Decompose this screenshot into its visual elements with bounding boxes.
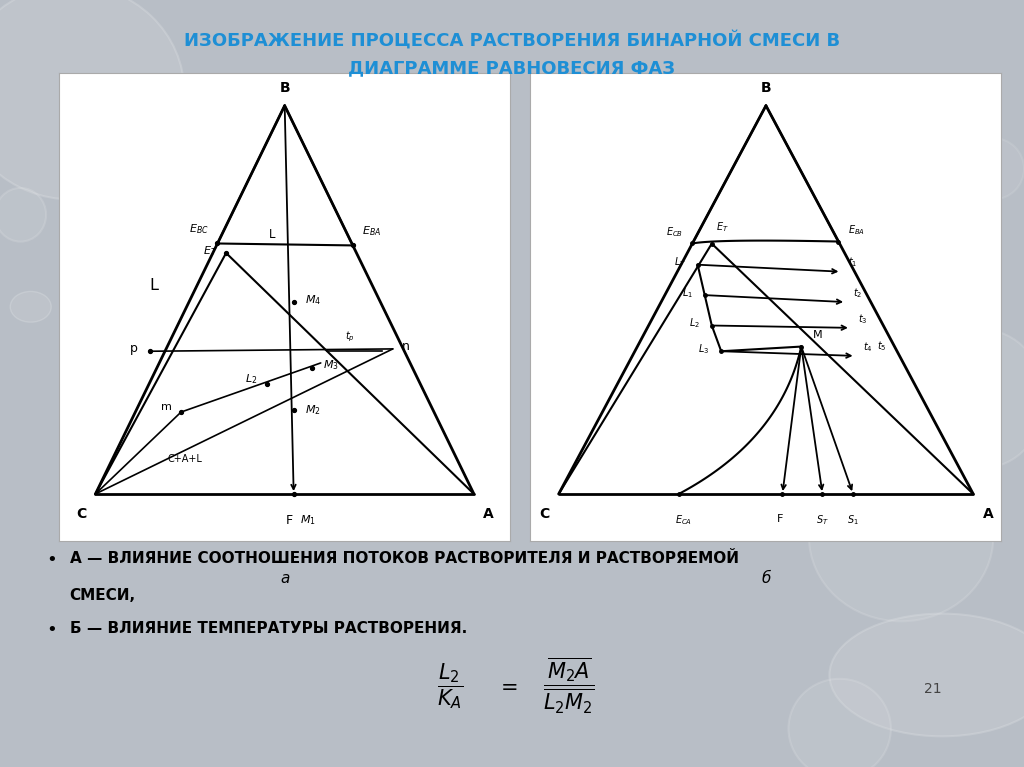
Ellipse shape bbox=[963, 138, 1024, 199]
Text: $E_T$: $E_T$ bbox=[717, 220, 729, 234]
Text: $S_T$: $S_T$ bbox=[816, 514, 828, 528]
Text: C+A+L: C+A+L bbox=[168, 454, 203, 464]
Text: L: L bbox=[150, 278, 159, 293]
Text: Б — ВЛИЯНИЕ ТЕМПЕРАТУРЫ РАСТВОРЕНИЯ.: Б — ВЛИЯНИЕ ТЕМПЕРАТУРЫ РАСТВОРЕНИЯ. bbox=[70, 621, 467, 637]
Text: $M_1$: $M_1$ bbox=[300, 514, 316, 528]
Text: p: p bbox=[130, 342, 138, 355]
Text: n: n bbox=[401, 340, 410, 353]
Text: $M_4$: $M_4$ bbox=[305, 293, 322, 307]
Text: СМЕСИ,: СМЕСИ, bbox=[70, 588, 136, 603]
Ellipse shape bbox=[133, 77, 256, 199]
Text: $t_2$: $t_2$ bbox=[853, 286, 862, 300]
Circle shape bbox=[954, 101, 991, 129]
Text: $t_5$: $t_5$ bbox=[877, 340, 886, 354]
Text: A: A bbox=[483, 507, 494, 521]
Text: $L_2$: $L_2$ bbox=[689, 316, 700, 330]
Text: B: B bbox=[280, 81, 290, 95]
Text: $L_1$: $L_1$ bbox=[682, 286, 693, 300]
Ellipse shape bbox=[0, 188, 46, 242]
Text: $S_1$: $S_1$ bbox=[847, 514, 859, 528]
Text: $t_4$: $t_4$ bbox=[862, 340, 872, 354]
Text: B: B bbox=[761, 81, 771, 95]
Text: $E_{BA}$: $E_{BA}$ bbox=[848, 223, 865, 237]
Text: C: C bbox=[76, 507, 86, 521]
Text: $E_{CA}$: $E_{CA}$ bbox=[675, 514, 692, 528]
Ellipse shape bbox=[0, 0, 184, 199]
Text: •: • bbox=[46, 621, 56, 639]
Text: $E_{BA}$: $E_{BA}$ bbox=[361, 225, 381, 239]
Text: $M_2$: $M_2$ bbox=[305, 403, 321, 416]
Text: F: F bbox=[777, 514, 783, 524]
Ellipse shape bbox=[809, 453, 993, 621]
Text: L: L bbox=[269, 228, 275, 241]
Text: ИЗОБРАЖЕНИЕ ПРОЦЕССА РАСТВОРЕНИЯ БИНАРНОЙ СМЕСИ В: ИЗОБРАЖЕНИЕ ПРОЦЕССА РАСТВОРЕНИЯ БИНАРНО… bbox=[184, 31, 840, 50]
Text: m: m bbox=[161, 403, 172, 413]
Circle shape bbox=[10, 291, 51, 322]
Text: А — ВЛИЯНИЕ СООТНОШЕНИЯ ПОТОКОВ РАСТВОРИТЕЛЯ И РАСТВОРЯЕМОЙ: А — ВЛИЯНИЕ СООТНОШЕНИЯ ПОТОКОВ РАСТВОРИ… bbox=[70, 551, 738, 566]
Text: $t_p$: $t_p$ bbox=[345, 330, 355, 344]
Text: ДИАГРАММЕ РАВНОВЕСИЯ ФАЗ: ДИАГРАММЕ РАВНОВЕСИЯ ФАЗ bbox=[348, 59, 676, 77]
Circle shape bbox=[200, 134, 251, 173]
Text: A: A bbox=[983, 507, 993, 521]
Text: $\dfrac{L_2}{K_A}$: $\dfrac{L_2}{K_A}$ bbox=[437, 661, 464, 710]
Ellipse shape bbox=[829, 614, 1024, 736]
Text: $E_{BC}$: $E_{BC}$ bbox=[188, 222, 209, 236]
Text: $E_T$: $E_T$ bbox=[203, 244, 217, 258]
Text: $L_2$: $L_2$ bbox=[246, 373, 258, 387]
Text: $M_3$: $M_3$ bbox=[323, 358, 339, 372]
Text: •: • bbox=[46, 551, 56, 568]
Text: а: а bbox=[280, 571, 290, 586]
Text: $t_3$: $t_3$ bbox=[858, 311, 867, 325]
Text: C: C bbox=[539, 507, 549, 521]
Ellipse shape bbox=[788, 679, 891, 767]
Text: $L_3$: $L_3$ bbox=[698, 342, 710, 356]
Text: F: F bbox=[286, 514, 293, 527]
Text: $L_T$: $L_T$ bbox=[674, 255, 686, 269]
Text: $\dfrac{\overline{M_2 A}}{\overline{L_2 M_2}}$: $\dfrac{\overline{M_2 A}}{\overline{L_2 … bbox=[543, 656, 594, 716]
Text: $=$: $=$ bbox=[497, 676, 517, 696]
Ellipse shape bbox=[922, 330, 1024, 468]
Text: M: M bbox=[813, 330, 822, 340]
Text: б: б bbox=[761, 571, 771, 586]
Text: $E_{CB}$: $E_{CB}$ bbox=[666, 225, 683, 239]
Text: 21: 21 bbox=[925, 682, 942, 696]
Text: $t_1$: $t_1$ bbox=[848, 255, 858, 269]
